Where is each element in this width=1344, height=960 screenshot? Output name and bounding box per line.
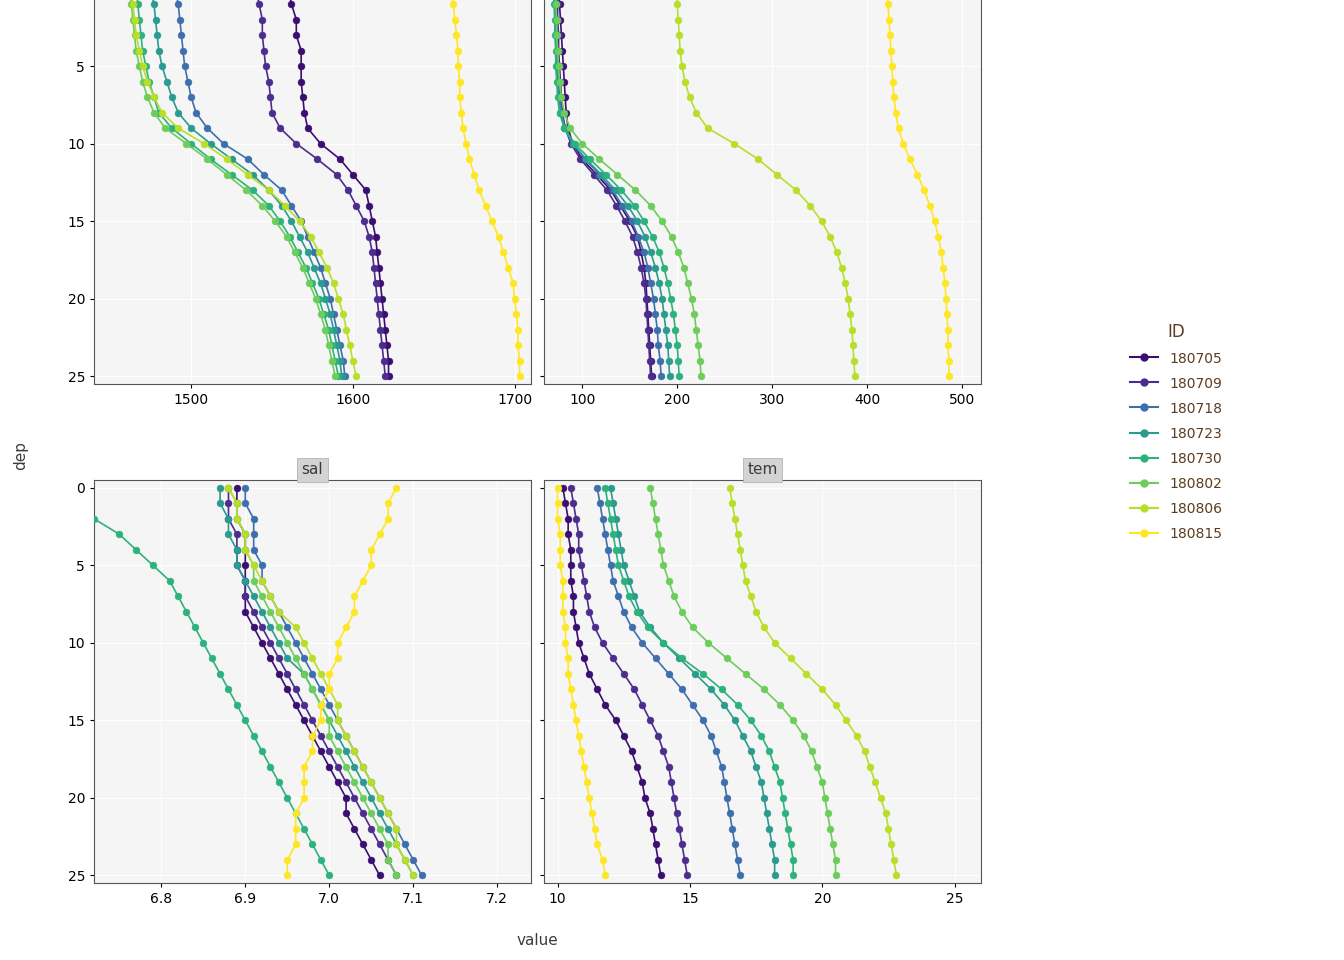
Text: dep: dep — [12, 442, 28, 470]
Title: tem: tem — [747, 463, 778, 477]
Title: sal: sal — [301, 463, 324, 477]
Text: value: value — [516, 933, 559, 948]
Legend: 180705, 180709, 180718, 180723, 180730, 180802, 180806, 180815: 180705, 180709, 180718, 180723, 180730, … — [1130, 323, 1222, 541]
